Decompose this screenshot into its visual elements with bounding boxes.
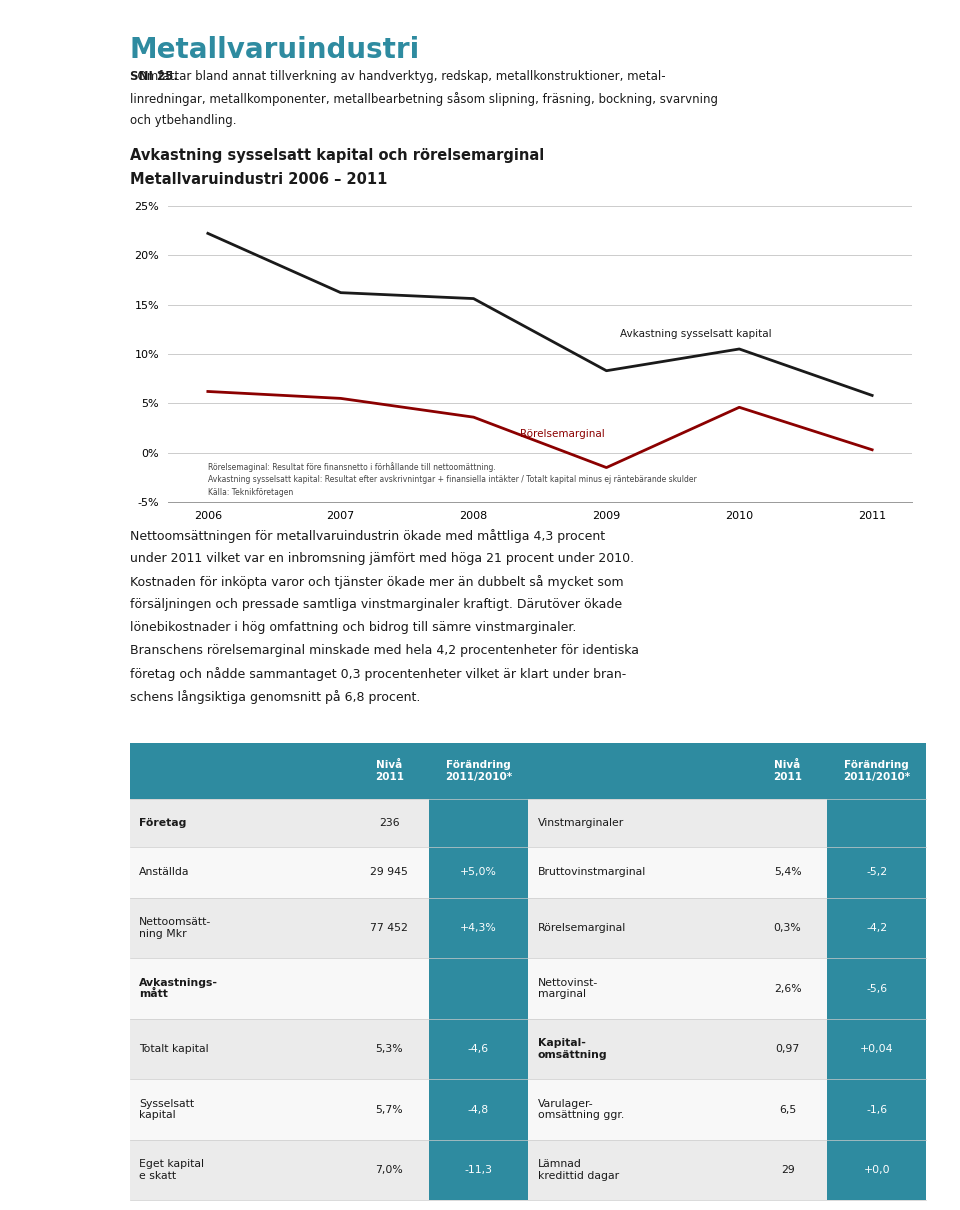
Text: -5,6: -5,6: [866, 984, 887, 993]
Text: +5,0%: +5,0%: [460, 868, 497, 877]
Text: -5,2: -5,2: [866, 868, 887, 877]
Text: Kostnaden för inköpta varor och tjänster ökade mer än dubbelt så mycket som: Kostnaden för inköpta varor och tjänster…: [130, 575, 623, 589]
Text: Anställda: Anställda: [139, 868, 190, 877]
Text: försäljningen och pressade samtliga vinstmarginaler kraftigt. Därutöver ökade: försäljningen och pressade samtliga vins…: [130, 598, 622, 611]
Text: 5,7%: 5,7%: [375, 1105, 403, 1114]
Text: Förändring
2011/2010*: Förändring 2011/2010*: [843, 760, 910, 782]
Text: 29: 29: [780, 1165, 795, 1175]
Text: Avkastning sysselsatt kapital och rörelsemarginal: Avkastning sysselsatt kapital och rörels…: [130, 148, 544, 162]
Text: -4,6: -4,6: [468, 1044, 489, 1054]
Text: Totalt kapital: Totalt kapital: [139, 1044, 209, 1054]
Text: -1,6: -1,6: [866, 1105, 887, 1114]
Text: företag och nådde sammantaget 0,3 procentenheter vilket är klart under bran-: företag och nådde sammantaget 0,3 procen…: [130, 667, 626, 681]
Text: Lämnad
kredittid dagar: Lämnad kredittid dagar: [538, 1159, 619, 1181]
Text: 7,0%: 7,0%: [375, 1165, 403, 1175]
Text: 236: 236: [379, 818, 399, 828]
Text: Vinstmarginaler: Vinstmarginaler: [538, 818, 624, 828]
Text: Nivå
2011: Nivå 2011: [374, 760, 403, 782]
Text: Rörelsemarginal: Rörelsemarginal: [520, 430, 605, 439]
Text: SNI 25.: SNI 25.: [130, 70, 178, 83]
Text: Omfattar bland annat tillverkning av handverktyg, redskap, metallkonstruktioner,: Omfattar bland annat tillverkning av han…: [130, 70, 665, 83]
Text: Sysselsatt
kapital: Sysselsatt kapital: [139, 1099, 194, 1120]
Text: Bruttovinstmarginal: Bruttovinstmarginal: [538, 868, 646, 877]
Text: Nettoomsätt-
ning Mkr: Nettoomsätt- ning Mkr: [139, 917, 211, 939]
Text: 29 945: 29 945: [371, 868, 408, 877]
Text: +0,0: +0,0: [863, 1165, 890, 1175]
Text: -4,2: -4,2: [866, 923, 887, 933]
Text: Rörelsemaginal: Resultat före finansnetto i förhållande till nettoomättning.: Rörelsemaginal: Resultat före finansnett…: [208, 462, 495, 472]
Text: Eget kapital
e skatt: Eget kapital e skatt: [139, 1159, 204, 1181]
Text: Nivå
2011: Nivå 2011: [773, 760, 802, 782]
Text: Rörelsemarginal: Rörelsemarginal: [538, 923, 626, 933]
Text: schens långsiktiga genomsnitt på 6,8 procent.: schens långsiktiga genomsnitt på 6,8 pro…: [130, 690, 420, 704]
Text: 6,5: 6,5: [779, 1105, 796, 1114]
Text: och ytbehandling.: och ytbehandling.: [130, 114, 236, 127]
Text: 2,6%: 2,6%: [774, 984, 802, 993]
Text: 0,3%: 0,3%: [774, 923, 802, 933]
Text: Avkastnings-
mått: Avkastnings- mått: [139, 978, 218, 999]
Text: Avkastning sysselsatt kapital: Avkastning sysselsatt kapital: [620, 329, 771, 339]
Text: +4,3%: +4,3%: [460, 923, 496, 933]
Text: Metallvaruindustri: Metallvaruindustri: [130, 36, 420, 64]
Text: Varulager-
omsättning ggr.: Varulager- omsättning ggr.: [538, 1099, 624, 1120]
Text: Avkastning sysselsatt kapital: Resultat efter avskrivnintgar + finansiella intäk: Avkastning sysselsatt kapital: Resultat …: [208, 476, 697, 484]
Text: -4,8: -4,8: [468, 1105, 489, 1114]
Text: lönebikostnader i hög omfattning och bidrog till sämre vinstmarginaler.: lönebikostnader i hög omfattning och bid…: [130, 621, 576, 634]
Text: Metallvaruindustri 2006 – 2011: Metallvaruindustri 2006 – 2011: [130, 172, 387, 186]
Text: Branschens rörelsemarginal minskade med hela 4,2 procentenheter för identiska: Branschens rörelsemarginal minskade med …: [130, 644, 638, 657]
Text: 0,97: 0,97: [776, 1044, 800, 1054]
Text: 77 452: 77 452: [371, 923, 408, 933]
Text: Företag: Företag: [139, 818, 186, 828]
Text: Nettoomsättningen för metallvaruindustrin ökade med måttliga 4,3 procent: Nettoomsättningen för metallvaruindustri…: [130, 529, 605, 543]
Text: -11,3: -11,3: [465, 1165, 492, 1175]
Text: 5,3%: 5,3%: [375, 1044, 403, 1054]
Text: under 2011 vilket var en inbromsning jämfört med höga 21 procent under 2010.: under 2011 vilket var en inbromsning jäm…: [130, 552, 634, 565]
Text: +0,04: +0,04: [860, 1044, 894, 1054]
Text: Förändring
2011/2010*: Förändring 2011/2010*: [444, 760, 512, 782]
Text: Nettovinst-
marginal: Nettovinst- marginal: [538, 978, 598, 999]
Text: Kapital-
omsättning: Kapital- omsättning: [538, 1038, 608, 1060]
Text: 5,4%: 5,4%: [774, 868, 802, 877]
Text: linredningar, metallkomponenter, metallbearbetning såsom slipning, fräsning, boc: linredningar, metallkomponenter, metallb…: [130, 92, 718, 106]
Text: Källa: Teknikföretagen: Källa: Teknikföretagen: [208, 489, 293, 497]
